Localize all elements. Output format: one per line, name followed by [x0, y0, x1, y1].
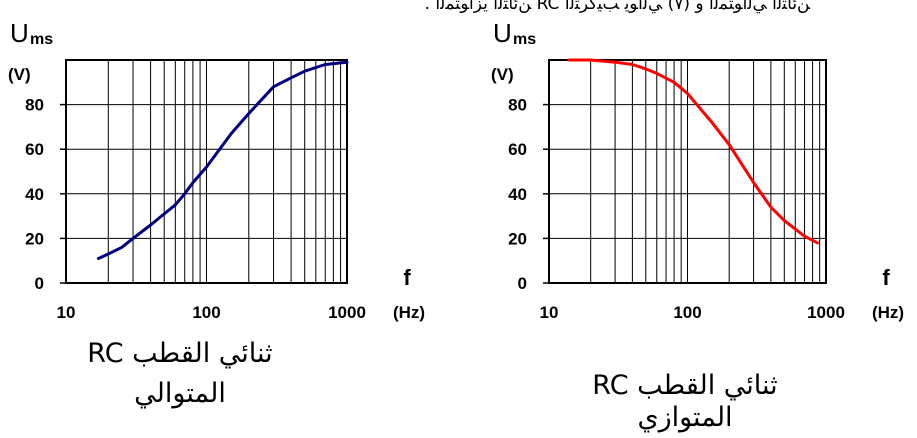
y-tick-label: 80 — [25, 96, 44, 115]
y-tick-label: 60 — [25, 140, 44, 159]
y-tick-label: 20 — [25, 229, 44, 248]
x-tick-label: 100 — [673, 303, 701, 322]
x-tick-label: 1000 — [328, 303, 366, 322]
y-tick-label: 80 — [508, 96, 527, 115]
x-tick-label: 1000 — [807, 303, 845, 322]
y-axis-label: U — [493, 18, 512, 48]
y-axis-label-subscript: ms — [513, 31, 536, 48]
x-axis-label: f — [403, 265, 411, 290]
plot-frame — [548, 59, 827, 284]
header-text: ﻦﺋﺎﺜﻟا ﻲﻟاﻮﺘﻤﻟا و (٧) ﻲﻟاﻮﻳ ﺐﻴﻛﺮﺘﻟا RC ﻦ… — [424, 0, 810, 14]
x-tick-label: 10 — [540, 303, 559, 322]
y-axis-unit: (V) — [491, 65, 514, 84]
chart-2-caption-line2: اﻟﻤﺘﻮازي — [637, 402, 733, 433]
x-tick-label: 100 — [192, 303, 220, 322]
y-axis-label: U — [10, 18, 29, 48]
y-axis-label-subscript: ms — [30, 31, 53, 48]
chart-2: 0 20 40 60 80 10 100 1000 U ms (V) f (Hz) — [491, 18, 904, 322]
chart-2-caption-line1: ﺛﻨﺎﺋﻲ اﻟﻘﻄﺐ RC — [592, 370, 778, 401]
chart-1-caption-line2: اﻟﻤﺘﻮاﻟﻲ — [134, 378, 226, 409]
chart-1-caption: ﺛﻨﺎﺋﻲ اﻟﻘﻄﺐ RC اﻟﻤﺘﻮاﻟﻲ — [30, 334, 330, 414]
x-tick-label: 10 — [57, 303, 76, 322]
figure: ﻦﺋﺎﺜﻟا ﻲﻟاﻮﺘﻤﻟا و (٧) ﻲﻟاﻮﻳ ﺐﻴﻛﺮﺘﻟا RC ﻦ… — [8, 0, 904, 433]
chart-1: 0 20 40 60 80 10 100 1000 U ms (V) f (Hz) — [8, 18, 425, 322]
y-tick-label: 40 — [508, 185, 527, 204]
x-axis-unit: (Hz) — [872, 303, 904, 322]
y-axis-unit: (V) — [8, 65, 31, 84]
charts-svg: 0 20 40 60 80 10 100 1000 U ms (V) f (Hz) 0 20 40 60 80 10… — [8, 18, 904, 322]
y-tick-label: 0 — [518, 274, 527, 293]
y-tick-label: 40 — [25, 185, 44, 204]
series-line-1 — [96, 60, 349, 260]
x-axis-unit: (Hz) — [393, 303, 425, 322]
chart-2-caption: ﺛﻨﺎﺋﻲ اﻟﻘﻄﺐ RC اﻟﻤﺘﻮازي — [535, 366, 835, 438]
x-axis-label: f — [882, 265, 890, 290]
y-tick-label: 0 — [35, 274, 44, 293]
y-tick-label: 60 — [508, 140, 527, 159]
plot-frame — [65, 59, 348, 284]
series-line-1 — [567, 58, 820, 245]
y-tick-label: 20 — [508, 229, 527, 248]
chart-1-caption-line1: ﺛﻨﺎﺋﻲ اﻟﻘﻄﺐ RC — [87, 338, 273, 369]
